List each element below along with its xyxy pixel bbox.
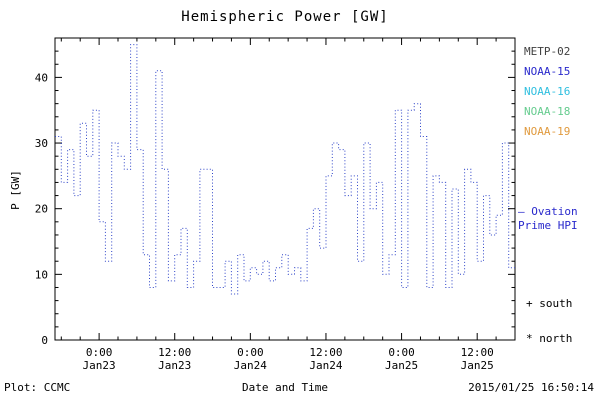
svg-text:20: 20 bbox=[35, 203, 48, 216]
svg-text:Jan24: Jan24 bbox=[309, 359, 342, 372]
svg-text:0:00: 0:00 bbox=[237, 346, 264, 359]
ovation-prime-annotation: – Ovation Prime HPI bbox=[518, 205, 578, 233]
plot-credit: Plot: CCMC bbox=[4, 381, 71, 394]
satellite-legend: METP-02 NOAA-15 NOAA-16 NOAA-18 NOAA-19 bbox=[524, 42, 570, 142]
svg-text:40: 40 bbox=[35, 71, 48, 84]
legend-item-noaa16: NOAA-16 bbox=[524, 85, 571, 98]
legend-item-noaa19: NOAA-19 bbox=[524, 125, 571, 138]
legend-item-noaa18: NOAA-18 bbox=[524, 105, 571, 118]
svg-text:12:00: 12:00 bbox=[309, 346, 342, 359]
svg-text:0:00: 0:00 bbox=[388, 346, 415, 359]
svg-text:Jan25: Jan25 bbox=[461, 359, 494, 372]
svg-text:Jan25: Jan25 bbox=[385, 359, 418, 372]
svg-text:0:00: 0:00 bbox=[86, 346, 113, 359]
svg-text:12:00: 12:00 bbox=[158, 346, 191, 359]
timestamp: 2015/01/25 16:50:14 bbox=[468, 381, 594, 394]
svg-text:0: 0 bbox=[41, 334, 48, 347]
svg-text:10: 10 bbox=[35, 268, 48, 281]
legend-item-noaa15: NOAA-15 bbox=[524, 65, 571, 78]
y-axis-label: P [GW] bbox=[9, 170, 22, 210]
legend-item-metp02: METP-02 bbox=[524, 45, 571, 58]
svg-text:Jan23: Jan23 bbox=[158, 359, 191, 372]
north-marker-note: * north bbox=[526, 332, 573, 345]
svg-text:Jan23: Jan23 bbox=[83, 359, 116, 372]
page-title: Hemispheric Power [GW] bbox=[181, 9, 389, 25]
ovation-annotation-line2: Prime HPI bbox=[518, 219, 578, 232]
svg-text:Jan24: Jan24 bbox=[234, 359, 267, 372]
ovation-annotation-line1: – Ovation bbox=[518, 205, 578, 218]
x-axis-label: Date and Time bbox=[241, 381, 329, 394]
svg-text:30: 30 bbox=[35, 137, 48, 150]
south-marker-note: + south bbox=[526, 297, 573, 310]
svg-text:12:00: 12:00 bbox=[461, 346, 494, 359]
